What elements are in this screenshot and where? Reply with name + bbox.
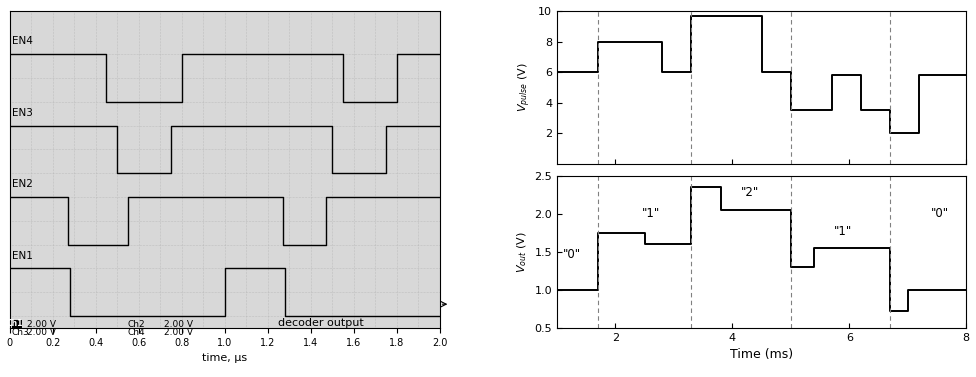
Text: 2.00 V: 2.00 V <box>27 320 56 329</box>
Text: "0": "0" <box>562 248 581 261</box>
X-axis label: Time (ms): Time (ms) <box>730 348 793 362</box>
Text: 2.00 V: 2.00 V <box>165 328 193 337</box>
Y-axis label: $V_{pulse}$ (V): $V_{pulse}$ (V) <box>516 63 533 112</box>
Text: EN3: EN3 <box>13 108 33 118</box>
Y-axis label: $V_{out}$ (V): $V_{out}$ (V) <box>515 231 529 273</box>
Text: Ch3: Ch3 <box>12 328 29 337</box>
X-axis label: time, μs: time, μs <box>202 353 247 363</box>
Text: EN4: EN4 <box>13 36 33 46</box>
Text: decoder output: decoder output <box>278 318 364 328</box>
Text: Ch1: Ch1 <box>7 319 23 328</box>
Text: EN2: EN2 <box>13 179 33 189</box>
Text: 2.00 V: 2.00 V <box>165 320 193 329</box>
Text: EN1: EN1 <box>13 251 33 261</box>
Text: Ch4: Ch4 <box>128 328 145 337</box>
Text: "0": "0" <box>931 207 949 220</box>
Text: "1": "1" <box>834 225 853 238</box>
Text: "1": "1" <box>641 207 660 220</box>
Bar <box>12 320 21 328</box>
Text: Ch2: Ch2 <box>128 320 145 329</box>
Text: "2": "2" <box>741 185 759 199</box>
Text: 2.00 V: 2.00 V <box>27 328 56 337</box>
